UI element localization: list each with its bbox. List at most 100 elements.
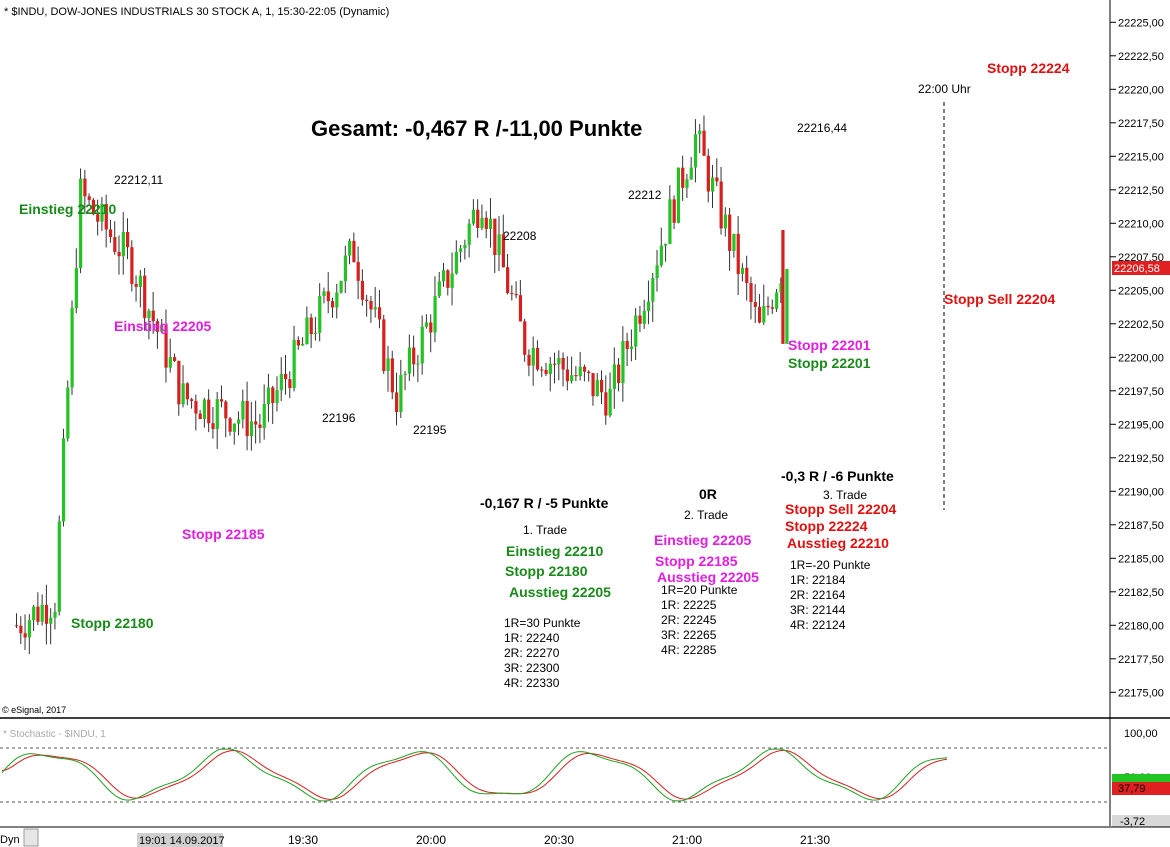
candle-body bbox=[279, 373, 283, 391]
trade1-detail: 2R: 22270 bbox=[504, 646, 560, 660]
price-axis[interactable]: 22225,00 22222,50 22220,00 22217,50 22215,00… bbox=[1110, 17, 1164, 699]
candle-body bbox=[301, 343, 305, 346]
candle-body bbox=[322, 291, 326, 296]
trade2-summary: 0R bbox=[699, 486, 717, 502]
candle-body bbox=[377, 307, 382, 320]
candle-body bbox=[604, 392, 608, 416]
price-label-high1: 22212,11 bbox=[114, 173, 163, 187]
session-end-label: 22:00 Uhr bbox=[918, 82, 971, 96]
candle-body bbox=[433, 296, 437, 333]
stoch-slow-line bbox=[1, 749, 948, 800]
candle-body bbox=[582, 366, 587, 372]
candle-body bbox=[44, 604, 49, 624]
stoch-min-tag bbox=[1112, 815, 1170, 827]
trade1-exit: Ausstieg 22205 bbox=[509, 584, 611, 600]
candle-body bbox=[493, 218, 497, 255]
price-tick-label: 22205,00 bbox=[1118, 285, 1164, 297]
price-tick-label: 22197,50 bbox=[1118, 386, 1164, 398]
candle-body bbox=[202, 399, 207, 420]
trade3-stop: Stopp 22224 bbox=[785, 518, 868, 534]
candle-body bbox=[420, 326, 424, 364]
time-label-1930: 19:30 bbox=[288, 833, 318, 847]
candle-body bbox=[642, 310, 646, 324]
candle-body bbox=[356, 261, 360, 281]
candle-body bbox=[339, 281, 343, 293]
candle-body bbox=[407, 347, 412, 374]
candle-body bbox=[459, 248, 463, 252]
candle-body bbox=[266, 387, 271, 405]
candle-body bbox=[117, 251, 121, 257]
candle-body bbox=[595, 379, 599, 397]
candle-body bbox=[245, 400, 249, 437]
trade2-details: 1R=20 Punkte 1R: 22225 2R: 22245 3R: 222… bbox=[661, 583, 738, 657]
copyright: © eSignal, 2017 bbox=[2, 705, 66, 715]
stoch-level-min: -3,72 bbox=[1120, 816, 1145, 828]
trade1-detail: 1R: 22240 bbox=[504, 631, 560, 645]
trade3-exit: Ausstieg 22210 bbox=[787, 535, 889, 551]
candle-body bbox=[395, 392, 399, 413]
candle-body bbox=[565, 369, 570, 382]
time-axis-scroll-button[interactable] bbox=[23, 828, 39, 847]
candle-body bbox=[732, 233, 736, 251]
candle-body bbox=[23, 633, 27, 638]
candle-body bbox=[753, 302, 757, 307]
trade3-detail: 2R: 22164 bbox=[790, 588, 846, 602]
candle-body bbox=[471, 209, 476, 224]
trade1-entry: Einstieg 22210 bbox=[506, 543, 603, 559]
stoch-d-tag bbox=[1112, 774, 1170, 784]
candle-body bbox=[185, 383, 189, 400]
candle-body bbox=[557, 357, 561, 365]
candle-body bbox=[126, 232, 130, 248]
price-tick-label: 22200,00 bbox=[1118, 352, 1164, 364]
trade2-name: 2. Trade bbox=[684, 508, 728, 522]
trade1-detail: 4R: 22330 bbox=[504, 676, 560, 690]
candle-body bbox=[719, 181, 723, 229]
trade3-detail: 3R: 22144 bbox=[790, 603, 846, 617]
candle-body bbox=[463, 244, 467, 249]
candle-body bbox=[446, 270, 450, 288]
candle-body bbox=[318, 295, 322, 333]
candle-body bbox=[497, 234, 501, 255]
candle-body bbox=[698, 130, 702, 135]
trade1-summary: -0,167 R / -5 Punkte bbox=[480, 495, 609, 511]
price-tick-label: 22225,00 bbox=[1118, 17, 1164, 29]
trade1-name: 1. Trade bbox=[523, 523, 567, 537]
candle-body bbox=[215, 399, 219, 430]
candle-body bbox=[501, 234, 505, 268]
candlestick-series bbox=[15, 115, 789, 655]
candle-body bbox=[32, 606, 36, 621]
candle-body bbox=[506, 267, 510, 294]
trade1-details: 1R=30 Punkte 1R: 22240 2R: 22270 3R: 223… bbox=[504, 616, 581, 690]
trade3-details: 1R=-20 Punkte 1R: 22184 2R: 22164 3R: 22… bbox=[790, 558, 871, 632]
chart-sell-stop-label: Stopp Sell 22204 bbox=[944, 291, 1055, 307]
candle-body bbox=[96, 214, 100, 222]
candle-body bbox=[574, 375, 578, 377]
trade3-detail: 1R: 22184 bbox=[790, 573, 846, 587]
candle-body bbox=[646, 301, 651, 311]
chart-entry2-label: Einstieg 22205 bbox=[114, 318, 211, 334]
price-label-22196: 22196 bbox=[322, 411, 356, 425]
candle-body bbox=[369, 300, 373, 310]
trade2-detail: 3R: 22265 bbox=[661, 628, 717, 642]
trade2-entry: Einstieg 22205 bbox=[654, 532, 751, 548]
candle-body bbox=[91, 199, 96, 215]
candle-body bbox=[702, 130, 706, 156]
candle-body bbox=[232, 423, 236, 432]
price-tick-label: 22190,00 bbox=[1118, 486, 1164, 498]
trade3-name: 3. Trade bbox=[823, 488, 867, 502]
candle-body bbox=[412, 347, 416, 365]
candle-body bbox=[373, 307, 377, 310]
candle-body bbox=[66, 387, 70, 439]
candle-body bbox=[518, 295, 523, 322]
candle-body bbox=[326, 291, 330, 302]
candle-body bbox=[781, 230, 785, 344]
candle-body bbox=[219, 399, 224, 402]
candle-body bbox=[113, 237, 117, 252]
time-axis-dyn[interactable]: Dyn bbox=[0, 834, 20, 846]
candle-body bbox=[664, 243, 668, 246]
candle-body bbox=[757, 306, 762, 323]
candle-body bbox=[343, 255, 347, 282]
candle-body bbox=[454, 251, 459, 274]
candle-body bbox=[561, 357, 565, 370]
candle-body bbox=[659, 245, 663, 266]
